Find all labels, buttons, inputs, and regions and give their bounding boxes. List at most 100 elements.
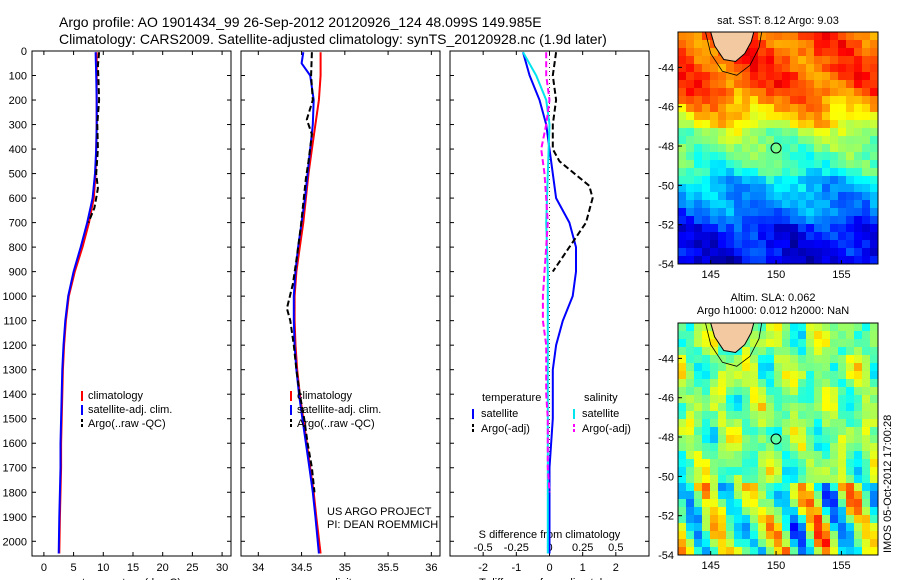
- heatmap-cell: [822, 435, 831, 444]
- heatmap-cell: [774, 56, 783, 65]
- x-tick-label: 10: [97, 562, 109, 574]
- heatmap-cell: [854, 96, 863, 105]
- heatmap-cell: [766, 539, 775, 548]
- heatmap-cell: [846, 347, 855, 356]
- heatmap-cell: [710, 395, 719, 404]
- heatmap-cell: [822, 168, 831, 177]
- heatmap-cell: [806, 347, 815, 356]
- heatmap-cell: [870, 88, 878, 97]
- heatmap-cell: [774, 232, 783, 241]
- heatmap-cell: [710, 371, 719, 380]
- heatmap-cell: [686, 475, 695, 484]
- heatmap-cell: [830, 120, 839, 129]
- series-group: [57, 52, 101, 554]
- heatmap-cell: [854, 443, 863, 452]
- heatmap-cell: [870, 64, 878, 73]
- heatmap-cell: [862, 499, 871, 508]
- heatmap-cell: [694, 104, 703, 113]
- heatmap-cell: [758, 144, 767, 153]
- heatmap-cell: [830, 56, 839, 65]
- heatmap-cell: [758, 200, 767, 209]
- heatmap-cell: [806, 491, 815, 500]
- x-tick-label: 1: [580, 562, 586, 574]
- heatmap-cell: [766, 339, 775, 348]
- heatmap-cell: [718, 379, 727, 388]
- heatmap-cell: [846, 395, 855, 404]
- heatmap-cell: [774, 499, 783, 508]
- heatmap-cell: [798, 475, 807, 484]
- heatmap-cell: [686, 531, 695, 540]
- heatmap-cell: [750, 387, 759, 396]
- heatmap-cell: [854, 331, 863, 340]
- heatmap-cell: [862, 363, 871, 372]
- heatmap-cell: [694, 427, 703, 436]
- heatmap-cell: [742, 192, 751, 201]
- heatmap-cell: [766, 491, 775, 500]
- heatmap-cell: [734, 192, 743, 201]
- heatmap-cell: [766, 371, 775, 380]
- heatmap-cell: [854, 232, 863, 241]
- heatmap-cell: [774, 339, 783, 348]
- heatmap-cell: [710, 136, 719, 145]
- heatmap-cell: [830, 459, 839, 468]
- heatmap-cell: [822, 531, 831, 540]
- lat-tick-label: -48: [658, 432, 674, 444]
- heatmap-cell: [814, 96, 823, 105]
- heatmap-cell: [814, 48, 823, 57]
- heatmap-cell: [678, 427, 687, 436]
- heatmap-cell: [766, 192, 775, 201]
- heatmap-cell: [870, 232, 878, 241]
- heatmap-cell: [798, 216, 807, 225]
- heatmap-cell: [718, 523, 727, 532]
- heatmap-cell: [750, 443, 759, 452]
- heatmap-cell: [750, 104, 759, 113]
- heatmap-cell: [862, 128, 871, 137]
- legend-entry: Argo(-adj): [582, 423, 631, 435]
- heatmap-cell: [870, 331, 878, 340]
- heatmap-cell: [718, 419, 727, 428]
- heatmap-cell: [806, 48, 815, 57]
- heatmap-cell: [766, 176, 775, 185]
- heatmap-cell: [862, 168, 871, 177]
- legend-entry: Argo(-adj): [481, 423, 530, 435]
- heatmap-cell: [870, 200, 878, 209]
- heatmap-cell: [846, 323, 855, 332]
- heatmap-cell: [870, 427, 878, 436]
- heatmap-cell: [870, 347, 878, 356]
- heatmap-cell: [726, 467, 735, 476]
- heatmap-cell: [830, 224, 839, 233]
- heatmap-cell: [766, 395, 775, 404]
- heatmap-cell: [870, 256, 878, 264]
- heatmap-cell: [862, 339, 871, 348]
- heatmap-cell: [806, 152, 815, 161]
- heatmap-cell: [798, 208, 807, 217]
- heatmap-cell: [734, 435, 743, 444]
- heatmap-cell: [726, 112, 735, 121]
- y-tick-label: 500: [9, 169, 27, 181]
- heatmap-cell: [870, 547, 878, 555]
- heatmap-cell: [742, 168, 751, 177]
- heatmap-cell: [862, 419, 871, 428]
- heatmap-cell: [838, 248, 847, 257]
- heatmap-cell: [734, 216, 743, 225]
- heatmap-cell: [742, 184, 751, 193]
- heatmap-cell: [862, 144, 871, 153]
- heatmap-cell: [718, 104, 727, 113]
- heatmap-cell: [686, 427, 695, 436]
- x-tick-label: 34.5: [291, 562, 312, 574]
- heatmap-cell: [862, 56, 871, 65]
- heatmap-cell: [822, 539, 831, 548]
- heatmap-cell: [782, 184, 791, 193]
- heatmap-cell: [846, 435, 855, 444]
- heatmap-cell: [750, 168, 759, 177]
- heatmap-cell: [766, 451, 775, 460]
- heatmap-cell: [814, 208, 823, 217]
- heatmap-cell: [838, 339, 847, 348]
- heatmap-cell: [750, 152, 759, 161]
- heatmap-cell: [822, 451, 831, 460]
- heatmap-cell: [798, 379, 807, 388]
- heatmap-cell: [718, 427, 727, 436]
- heatmap-cell: [694, 144, 703, 153]
- heatmap-cell: [678, 248, 687, 257]
- heatmap-cell: [734, 483, 743, 492]
